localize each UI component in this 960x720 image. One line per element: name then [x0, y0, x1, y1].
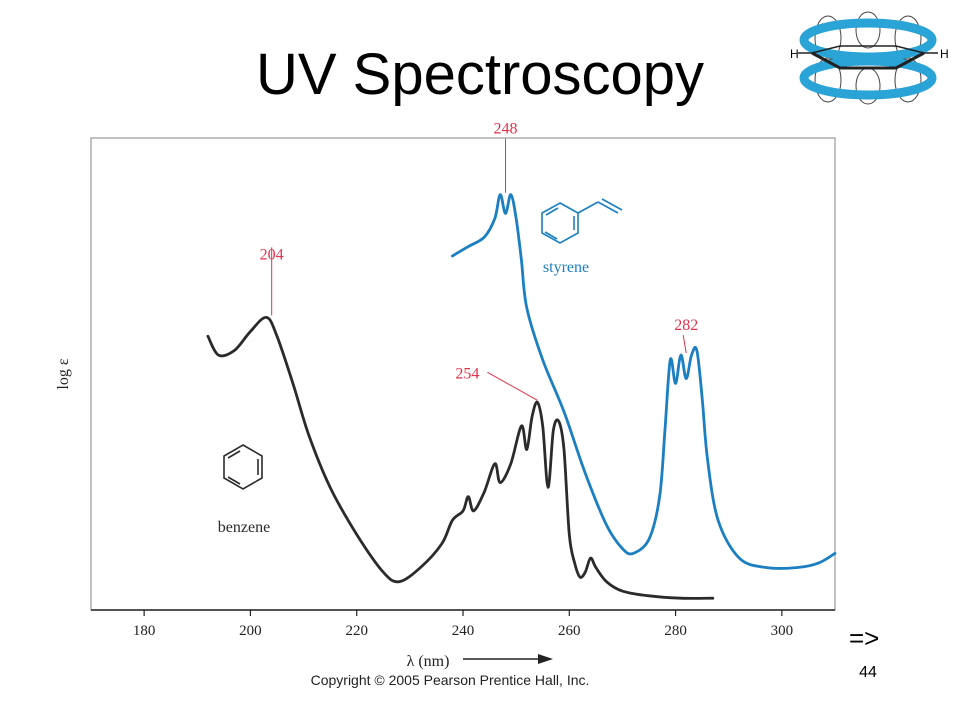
- x-axis-label: λ (nm): [407, 653, 450, 670]
- x-tick-label: 240: [452, 623, 475, 639]
- logo-h-right: H: [940, 47, 949, 61]
- peak-leader-line: [682, 335, 687, 354]
- peak-label: 254: [455, 365, 479, 382]
- next-arrow[interactable]: =>: [849, 623, 880, 653]
- x-tick-label: 200: [239, 623, 262, 639]
- x-tick-label: 260: [558, 623, 581, 639]
- copyright-text: Copyright © 2005 Pearson Prentice Hall, …: [310, 672, 590, 688]
- series-layer: [206, 193, 837, 600]
- styrene-label: styrene: [543, 259, 589, 276]
- x-axis-ticks: 180 200 220 240 260 280 300: [133, 610, 793, 639]
- x-tick-label: 280: [664, 623, 687, 639]
- plot-frame: [90, 137, 836, 611]
- benzene-structure-icon: [223, 444, 263, 490]
- series-line-benzene: [206, 316, 715, 600]
- peak-leader-line: [487, 371, 538, 401]
- benzene-label: benzene: [218, 519, 270, 536]
- arrow-right-icon: [463, 654, 553, 664]
- series-line-styrene: [451, 193, 837, 570]
- styrene-structure-icon: [541, 198, 623, 244]
- page-number: 44: [859, 664, 877, 681]
- benzene-pi-orbital-icon: H H: [790, 11, 949, 105]
- peak-annotations: 204 248 254 282: [260, 121, 698, 401]
- peak-label: 204: [260, 246, 284, 263]
- logo-h-left: H: [790, 47, 799, 61]
- slide-title: UV Spectroscopy: [255, 42, 705, 107]
- x-tick-label: 180: [133, 623, 156, 639]
- x-tick-label: 300: [771, 623, 794, 639]
- peak-label: 248: [494, 121, 518, 138]
- y-axis-label: log ε: [55, 358, 72, 389]
- x-tick-label: 220: [345, 623, 368, 639]
- peak-label: 282: [674, 317, 698, 334]
